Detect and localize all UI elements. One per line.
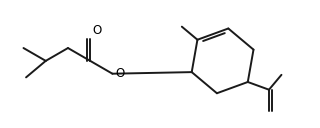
Text: O: O [93, 24, 102, 38]
Text: O: O [115, 67, 124, 80]
